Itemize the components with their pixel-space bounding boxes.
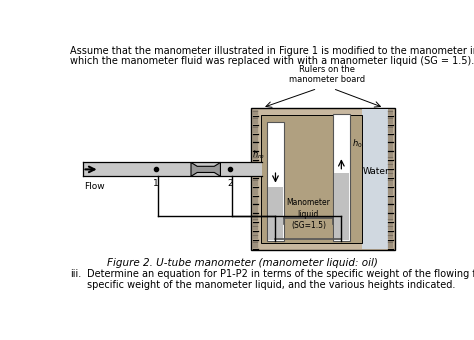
Text: specific weight of the manometer liquid, and the various heights indicated.: specific weight of the manometer liquid,… [87, 279, 456, 289]
Bar [261, 116, 362, 242]
Text: $h_m$: $h_m$ [252, 148, 264, 160]
Text: $h_0$: $h_0$ [352, 137, 363, 150]
Text: iii.: iii. [70, 270, 82, 279]
Text: which the manometer fluid was replaced with with a manometer liquid (SG = 1.5).: which the manometer fluid was replaced w… [70, 56, 474, 66]
Text: Figure 2. U-tube manometer (manometer liquid: oil): Figure 2. U-tube manometer (manometer li… [108, 258, 378, 268]
Bar [362, 109, 388, 249]
Bar [268, 187, 283, 240]
Bar [267, 122, 284, 241]
Polygon shape [191, 163, 220, 176]
Bar [251, 108, 395, 250]
Bar [333, 114, 350, 241]
Text: Water: Water [363, 167, 390, 176]
Bar [82, 163, 262, 176]
Text: Determine an equation for P1-P2 in terms of the specific weight of the flowing f: Determine an equation for P1-P2 in terms… [87, 270, 474, 279]
Text: Flow: Flow [84, 182, 105, 191]
Text: Assume that the manometer illustrated in Figure 1 is modified to the manometer i: Assume that the manometer illustrated in… [70, 46, 474, 56]
Text: Manometer
liquid
(SG=1.5): Manometer liquid (SG=1.5) [286, 199, 330, 230]
Bar [334, 173, 349, 240]
Text: 1: 1 [153, 178, 159, 188]
Text: Rulers on the
manometer board: Rulers on the manometer board [289, 65, 365, 84]
Text: 2: 2 [227, 178, 233, 188]
